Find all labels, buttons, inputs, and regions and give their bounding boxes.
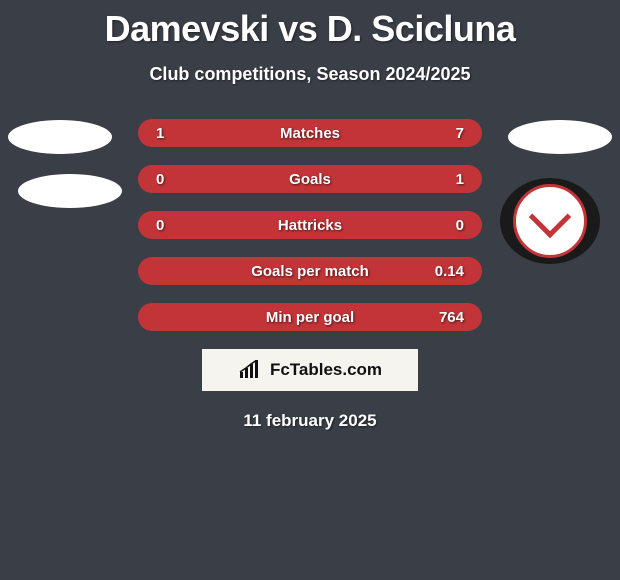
stat-row-min-per-goal: Min per goal 764 [138, 303, 482, 331]
stat-left-value: 0 [156, 171, 192, 188]
stat-right-value: 1 [428, 171, 464, 188]
club-chevron-icon [529, 196, 571, 238]
page-title: Damevski vs D. Scicluna [0, 0, 620, 50]
stat-row-matches: 1 Matches 7 [138, 119, 482, 147]
stat-label: Matches [280, 125, 340, 142]
right-player-shape-1 [508, 120, 612, 154]
stat-right-value: 0.14 [428, 263, 464, 280]
brand-box: FcTables.com [202, 349, 418, 391]
left-player-shape-1 [8, 120, 112, 154]
brand-text: FcTables.com [270, 360, 382, 380]
stat-left-value: 0 [156, 217, 192, 234]
stat-row-hattricks: 0 Hattricks 0 [138, 211, 482, 239]
chart-icon [238, 360, 264, 380]
stat-label: Hattricks [278, 217, 342, 234]
stat-left-value: 1 [156, 125, 192, 142]
date-text: 11 february 2025 [0, 411, 620, 431]
club-badge-inner [513, 184, 587, 258]
stat-label: Min per goal [266, 309, 354, 326]
stat-label: Goals per match [251, 263, 369, 280]
stat-row-goals-per-match: Goals per match 0.14 [138, 257, 482, 285]
stat-row-goals: 0 Goals 1 [138, 165, 482, 193]
club-badge [500, 178, 600, 264]
stat-right-value: 0 [428, 217, 464, 234]
left-player-shape-2 [18, 174, 122, 208]
stat-right-value: 7 [428, 125, 464, 142]
stat-label: Goals [289, 171, 331, 188]
page-subtitle: Club competitions, Season 2024/2025 [0, 64, 620, 85]
stat-right-value: 764 [428, 309, 464, 326]
